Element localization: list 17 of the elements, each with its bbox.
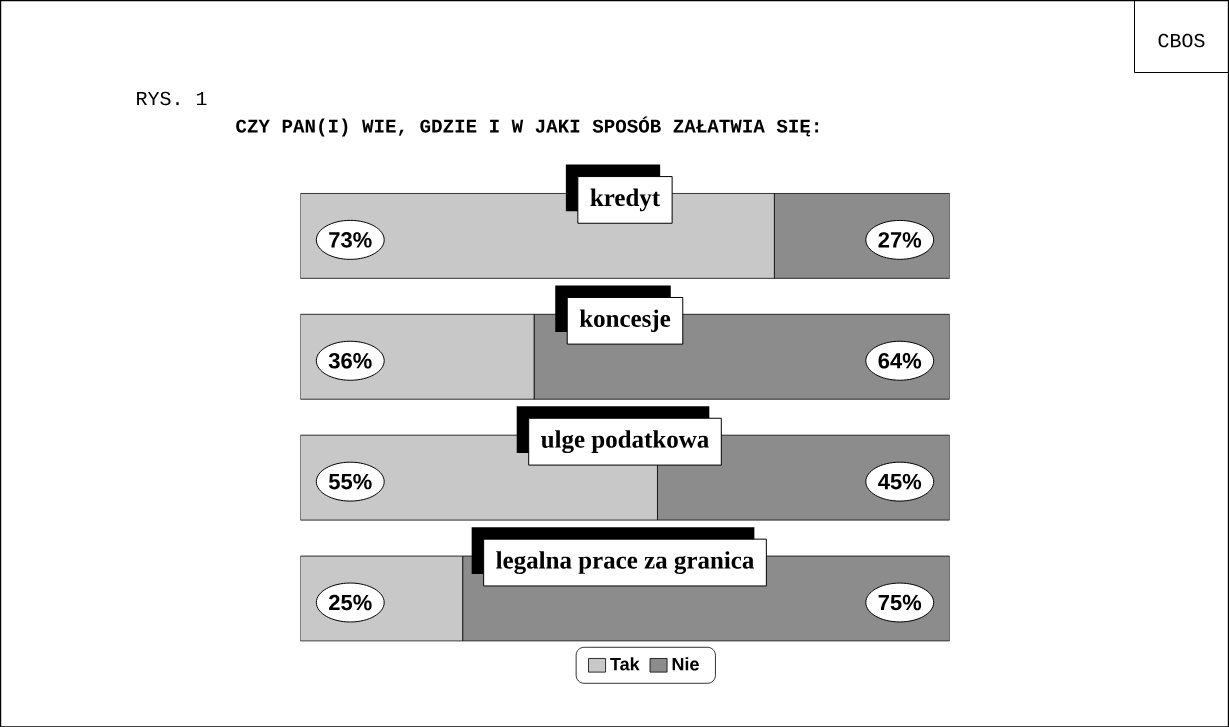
y-tick-label: ulge podatkowa bbox=[541, 430, 709, 453]
data-label: 27% bbox=[878, 231, 922, 248]
data-label: 75% bbox=[878, 594, 922, 611]
chart-title: CZY PAN(I) WIE, GDZIE I W JAKI SPOSÓB ZAŁATWIA SIĘ: bbox=[236, 116, 818, 137]
data-label: 64% bbox=[878, 352, 922, 369]
text: RYS. 1 bbox=[137, 91, 207, 106]
y-tick-label: legalna prace za granica bbox=[496, 550, 754, 574]
y-tick-label: kredyt bbox=[590, 188, 661, 212]
data-label: 73% bbox=[329, 231, 372, 248]
legend-label: Nie bbox=[672, 657, 699, 671]
data-label: 25% bbox=[329, 594, 372, 611]
y-tick-label: koncesje bbox=[579, 309, 671, 332]
legend-label: Tak bbox=[610, 657, 640, 671]
data-label: 55% bbox=[328, 473, 372, 490]
data-label: 45% bbox=[878, 473, 922, 490]
text: CBOS bbox=[1158, 33, 1205, 48]
data-label: 36% bbox=[328, 352, 372, 369]
